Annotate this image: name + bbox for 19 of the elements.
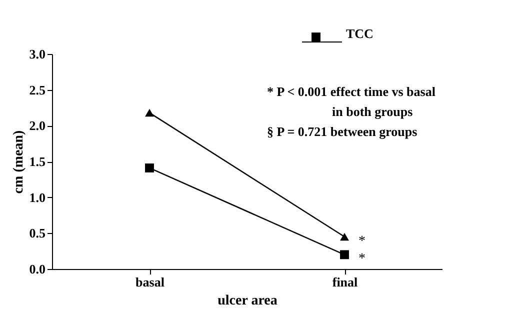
y-tick-label: 0.5 xyxy=(29,226,46,241)
point xyxy=(340,250,349,260)
y-tick-label: 3.0 xyxy=(29,46,46,62)
y-tick-label: 1.0 xyxy=(29,190,46,205)
x-tick-label: final xyxy=(332,274,358,290)
y-tick-label: 0.0 xyxy=(29,262,46,276)
y-axis-title: cm (mean) xyxy=(11,130,26,194)
x-axis-title: ulcer area xyxy=(218,294,278,308)
point xyxy=(145,163,154,172)
legend-label: TCC xyxy=(346,26,374,41)
y-tick-label: 2.5 xyxy=(29,82,46,98)
annotation: in both groups xyxy=(332,104,413,119)
annotation: * xyxy=(358,234,366,249)
annotation: § P = 0.721 between groups xyxy=(267,124,418,139)
y-tick-label: 1.5 xyxy=(29,154,46,169)
annotation: * P < 0.001 effect time vs basal xyxy=(267,84,436,99)
x-tick-label: basal xyxy=(136,274,165,290)
y-tick-label: 2.0 xyxy=(29,118,46,134)
annotation: * xyxy=(358,252,366,267)
